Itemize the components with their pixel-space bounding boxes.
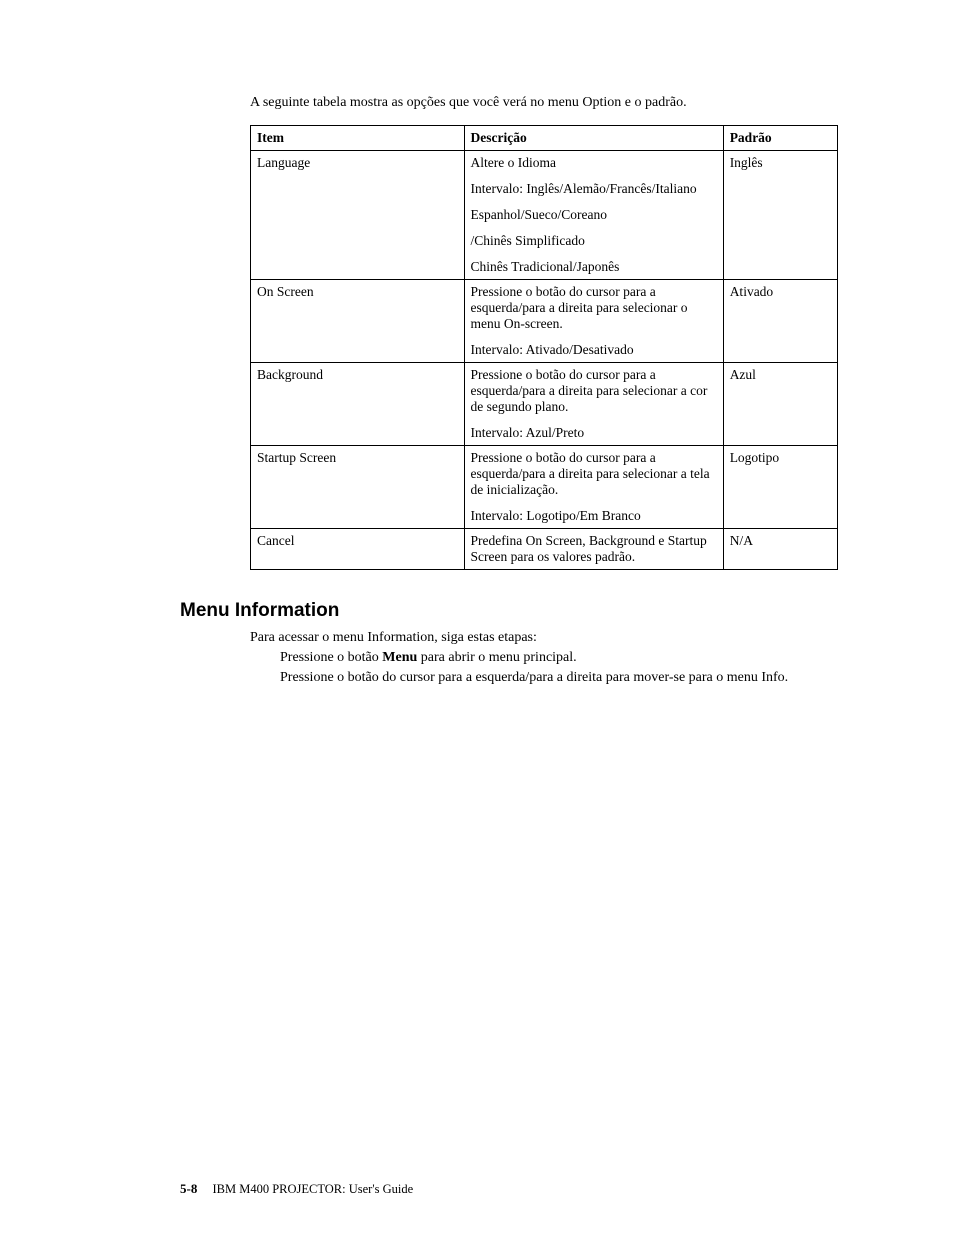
intro-text: A seguinte tabela mostra as opções que v… [250,95,839,111]
step-2: Pressione o botão do cursor para a esque… [280,670,839,686]
cell-item: Language [251,151,465,280]
cell-item: Startup Screen [251,446,465,529]
cell-desc: Pressione o botão do cursor para a esque… [464,280,723,363]
cell-default: Azul [723,363,837,446]
cell-item: Background [251,363,465,446]
cell-item: Cancel [251,529,465,570]
section-heading: Menu Information [180,600,839,622]
table-header-row: Item Descrição Padrão [251,126,838,151]
options-table: Item Descrição Padrão Language Altere o … [250,125,838,570]
table-row: Cancel Predefina On Screen, Background e… [251,529,838,570]
page-footer: 5-8 IBM M400 PROJECTOR: User's Guide [180,1181,413,1197]
footer-title: IBM M400 PROJECTOR: User's Guide [212,1182,413,1196]
cell-desc: Pressione o botão do cursor para a esque… [464,446,723,529]
table-row: Background Pressione o botão do cursor p… [251,363,838,446]
header-default: Padrão [723,126,837,151]
cell-default: Ativado [723,280,837,363]
page-number: 5-8 [180,1181,197,1196]
cell-item: On Screen [251,280,465,363]
cell-default: N/A [723,529,837,570]
section-intro: Para acessar o menu Information, siga es… [250,630,839,646]
table-row: Language Altere o Idioma Intervalo: Ingl… [251,151,838,280]
cell-default: Logotipo [723,446,837,529]
header-desc: Descrição [464,126,723,151]
step-1: Pressione o botão Menu para abrir o menu… [280,650,839,666]
cell-desc: Predefina On Screen, Background e Startu… [464,529,723,570]
table-row: On Screen Pressione o botão do cursor pa… [251,280,838,363]
header-item: Item [251,126,465,151]
table-row: Startup Screen Pressione o botão do curs… [251,446,838,529]
cell-desc: Pressione o botão do cursor para a esque… [464,363,723,446]
cell-default: Inglês [723,151,837,280]
cell-desc: Altere o Idioma Intervalo: Inglês/Alemão… [464,151,723,280]
